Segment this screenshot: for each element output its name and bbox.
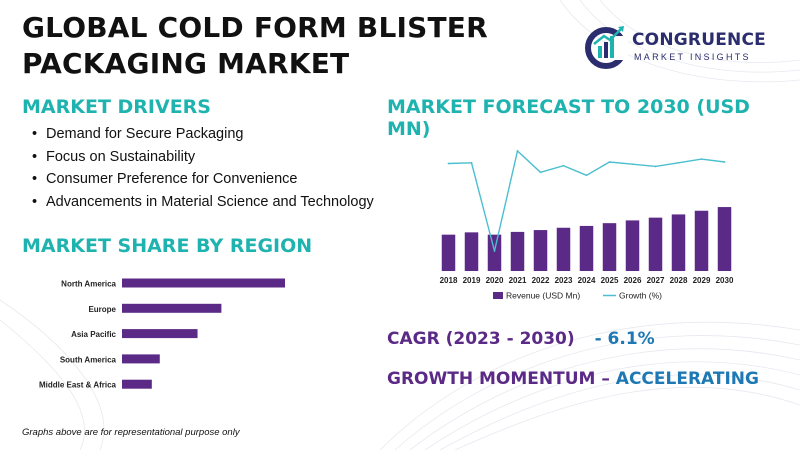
cm-logo-mark-icon [585, 26, 628, 69]
logo-name: CONGRUENCE [632, 30, 766, 50]
region-tick-label: Middle East & Africa [39, 381, 117, 390]
market-drivers-list: Demand for Secure Packaging Focus on Sus… [32, 126, 374, 216]
revenue-bar [671, 214, 686, 271]
growth-point [631, 163, 634, 166]
legend-revenue-swatch [493, 292, 503, 299]
growth-point [516, 150, 519, 152]
year-tick-label: 2020 [486, 276, 504, 285]
revenue-bar [556, 227, 571, 271]
company-logo: CONGRUENCE MARKET INSIGHTS [582, 22, 782, 72]
region-tick-label: South America [60, 355, 117, 364]
cagr-value: - 6.1% [594, 329, 655, 349]
growth-point [539, 171, 542, 174]
revenue-bar [694, 210, 709, 271]
year-tick-label: 2026 [624, 276, 642, 285]
list-item: Demand for Secure Packaging [32, 126, 374, 149]
region-bar [122, 278, 285, 288]
forecast-chart: 2018 2019 2020 2021 2022 2023 2024 2025 2026 2027… [440, 149, 734, 301]
growth-momentum-value: ACCELERATING [615, 369, 759, 389]
year-tick-label: 2021 [509, 276, 527, 285]
growth-point [562, 164, 565, 167]
region-share-chart: North America Europe Asia Pacific South Ame… [39, 278, 285, 390]
growth-momentum-row: GROWTH MOMENTUM – ACCELERATING [387, 369, 759, 389]
year-tick-label: 2028 [670, 276, 688, 285]
year-tick-label: 2027 [647, 276, 665, 285]
year-tick-label: 2018 [440, 276, 458, 285]
legend-revenue-label: Revenue (USD Mn) [506, 291, 580, 301]
growth-point [608, 161, 611, 163]
revenue-bar [510, 231, 525, 271]
year-tick-label: 2019 [463, 276, 481, 285]
page-title-line-2: PACKAGING MARKET [22, 47, 350, 80]
region-bar [122, 303, 222, 313]
year-tick-label: 2022 [532, 276, 550, 285]
page-title: GLOBAL COLD FORM BLISTER PACKAGING MARKE… [22, 10, 488, 82]
page-title-line-1: GLOBAL COLD FORM BLISTER [22, 11, 488, 44]
list-item: Advancements in Material Science and Tec… [32, 194, 374, 217]
year-tick-label: 2024 [578, 276, 596, 285]
revenue-bar [533, 230, 548, 271]
revenue-bar [441, 234, 456, 271]
growth-point [677, 161, 680, 164]
year-tick-label: 2029 [693, 276, 711, 285]
revenue-bar [648, 217, 663, 271]
revenue-bar [464, 232, 479, 271]
growth-point [700, 158, 703, 160]
cagr-label: CAGR (2023 - 2030) [387, 329, 575, 349]
footnote: Graphs above are for representational pu… [22, 427, 240, 438]
year-tick-label: 2023 [555, 276, 573, 285]
revenue-bar [602, 223, 617, 271]
growth-point [493, 250, 496, 252]
revenue-bar [487, 234, 502, 271]
logo-subtitle: MARKET INSIGHTS [634, 52, 751, 62]
cagr-row: CAGR (2023 - 2030) - 6.1% [387, 329, 655, 349]
growth-point [447, 162, 450, 165]
list-item: Consumer Preference for Convenience [32, 171, 374, 194]
growth-point [723, 161, 726, 163]
revenue-bar [717, 207, 732, 271]
market-drivers-heading: MARKET DRIVERS [22, 96, 211, 118]
region-bar [122, 354, 160, 364]
region-tick-label: Asia Pacific [71, 330, 116, 339]
region-share-heading: MARKET SHARE BY REGION [22, 235, 313, 257]
year-tick-label: 2025 [601, 276, 619, 285]
revenue-bar [579, 225, 594, 271]
year-tick-label: 2030 [716, 276, 734, 285]
growth-point [585, 174, 588, 177]
region-bar [122, 379, 152, 389]
region-tick-label: Europe [88, 305, 116, 314]
list-item: Focus on Sustainability [32, 149, 374, 172]
growth-point [470, 161, 473, 164]
region-tick-label: North America [61, 280, 116, 289]
legend-growth-label: Growth (%) [619, 291, 662, 301]
region-bar [122, 329, 198, 339]
growth-point [654, 165, 657, 168]
forecast-heading: MARKET FORECAST TO 2030 (USD MN) [387, 96, 750, 140]
revenue-bar [625, 220, 640, 271]
growth-momentum-label: GROWTH MOMENTUM – [387, 369, 610, 389]
